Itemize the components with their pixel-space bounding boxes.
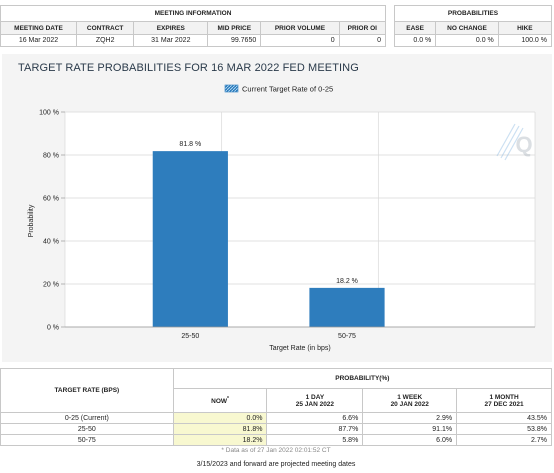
week-cell: 2.9% [362, 412, 458, 424]
y-tick-label: 0 % [47, 325, 59, 332]
week-cell: 6.0% [362, 434, 458, 446]
col-expires: EXPIRES [133, 21, 209, 35]
rate-cell: 25-50 [0, 423, 174, 435]
x-tick-label: 25-50 [181, 333, 199, 340]
y-tick-label: 100 % [39, 110, 59, 117]
day-cell: 87.7% [266, 423, 364, 435]
no-change-value: 0.0 % [435, 34, 499, 47]
target-rate-header: TARGET RATE (BPS) [0, 368, 174, 413]
rate-cell: 50-75 [0, 434, 174, 446]
hike-value: 100.0 % [497, 34, 553, 47]
prior-volume-value: 0 [260, 34, 340, 47]
plot-area [65, 112, 535, 327]
y-tick-label: 60 % [43, 196, 59, 203]
table-row: 50-75 18.2% 5.8% 6.0% 2.7% [0, 434, 552, 446]
col-now: NOW* [172, 388, 268, 413]
day-cell: 6.6% [266, 412, 364, 424]
table-row: 25-50 81.8% 87.7% 91.1% 53.8% [0, 423, 552, 435]
now-cell: 81.8% [172, 423, 268, 435]
projected-dates-note: 3/15/2023 and forward are projected meet… [196, 461, 356, 468]
probabilities-table: PROBABILITIES EASE NO CHANGE HIKE 0.0 % … [393, 5, 553, 47]
bar-50-75 [309, 287, 385, 327]
col-mid-price: MID PRICE [207, 21, 262, 35]
col-1-week: 1 WEEK 20 JAN 2022 [362, 388, 458, 413]
week-cell: 91.1% [362, 423, 458, 435]
col-no-change: NO CHANGE [435, 21, 499, 35]
y-tick-label: 20 % [43, 282, 59, 289]
legend-label: Current Target Rate of 0-25 [242, 85, 333, 94]
watermark-text: Q [515, 132, 532, 157]
col-prior-volume: PRIOR VOLUME [260, 21, 340, 35]
x-tick-label: 50-75 [338, 333, 356, 340]
bar-25-50 [152, 151, 228, 327]
col-hike: HIKE [497, 21, 553, 35]
bar-value-label: 18.2 % [336, 278, 358, 285]
bar-chart: 81.8 % 18.2 % 0 % 20 % 40 % 60 % 80 % 100 % 25-… [28, 84, 536, 352]
col-1-day: 1 DAY 25 JAN 2022 [266, 388, 364, 413]
col-1-month: 1 MONTH 27 DEC 2021 [456, 388, 552, 413]
meeting-info-header: MEETING INFORMATION [0, 5, 386, 22]
expires-value: 31 Mar 2022 [133, 34, 209, 47]
probability-header: PROBABILITY(%) [172, 368, 553, 389]
col-ease: EASE [393, 21, 437, 35]
table-row: 0-25 (Current) 0.0% 6.6% 2.9% 43.5% [0, 412, 552, 424]
ease-value: 0.0 % [393, 34, 437, 47]
y-tick-label: 40 % [43, 239, 59, 246]
month-cell: 43.5% [456, 412, 552, 424]
watermark-logo: Q [496, 123, 533, 161]
probabilities-header: PROBABILITIES [394, 5, 552, 22]
meeting-date-value: 16 Mar 2022 [0, 34, 77, 47]
probability-history-table: TARGET RATE (BPS) PROBABILITY(%) NOW* 1 … [0, 368, 553, 456]
x-axis-label: Target Rate (in bps) [269, 345, 330, 352]
legend-swatch [224, 84, 239, 93]
chart-panel: 81.8 % 18.2 % 0 % 20 % 40 % 60 % 80 % 100 % 25-… [2, 54, 552, 362]
rate-cell: 0-25 (Current) [0, 412, 174, 424]
y-axis-label: Probability [28, 204, 35, 237]
data-timestamp-note: * Data as of 27 Jan 2022 02:01:52 CT [221, 447, 331, 455]
now-cell: 18.2% [172, 434, 268, 446]
y-tick-label: 80 % [43, 153, 59, 160]
prior-oi-value: 0 [338, 34, 387, 47]
bar-value-label: 81.8 % [179, 141, 201, 148]
col-meeting-date: MEETING DATE [0, 21, 77, 35]
month-cell: 53.8% [456, 423, 552, 435]
col-prior-oi: PRIOR OI [338, 21, 387, 35]
month-cell: 2.7% [456, 434, 552, 446]
col-contract: CONTRACT [75, 21, 135, 35]
contract-value: ZQH2 [75, 34, 135, 47]
meeting-info-table: MEETING INFORMATION MEETING DATE CONTRAC… [0, 5, 387, 47]
mid-price-value: 99.7650 [207, 34, 262, 47]
legend: Current Target Rate of 0-25 [224, 84, 333, 94]
day-cell: 5.8% [266, 434, 364, 446]
now-cell: 0.0% [172, 412, 268, 424]
chart-title: TARGET RATE PROBABILITIES FOR 16 MAR 202… [18, 62, 359, 74]
